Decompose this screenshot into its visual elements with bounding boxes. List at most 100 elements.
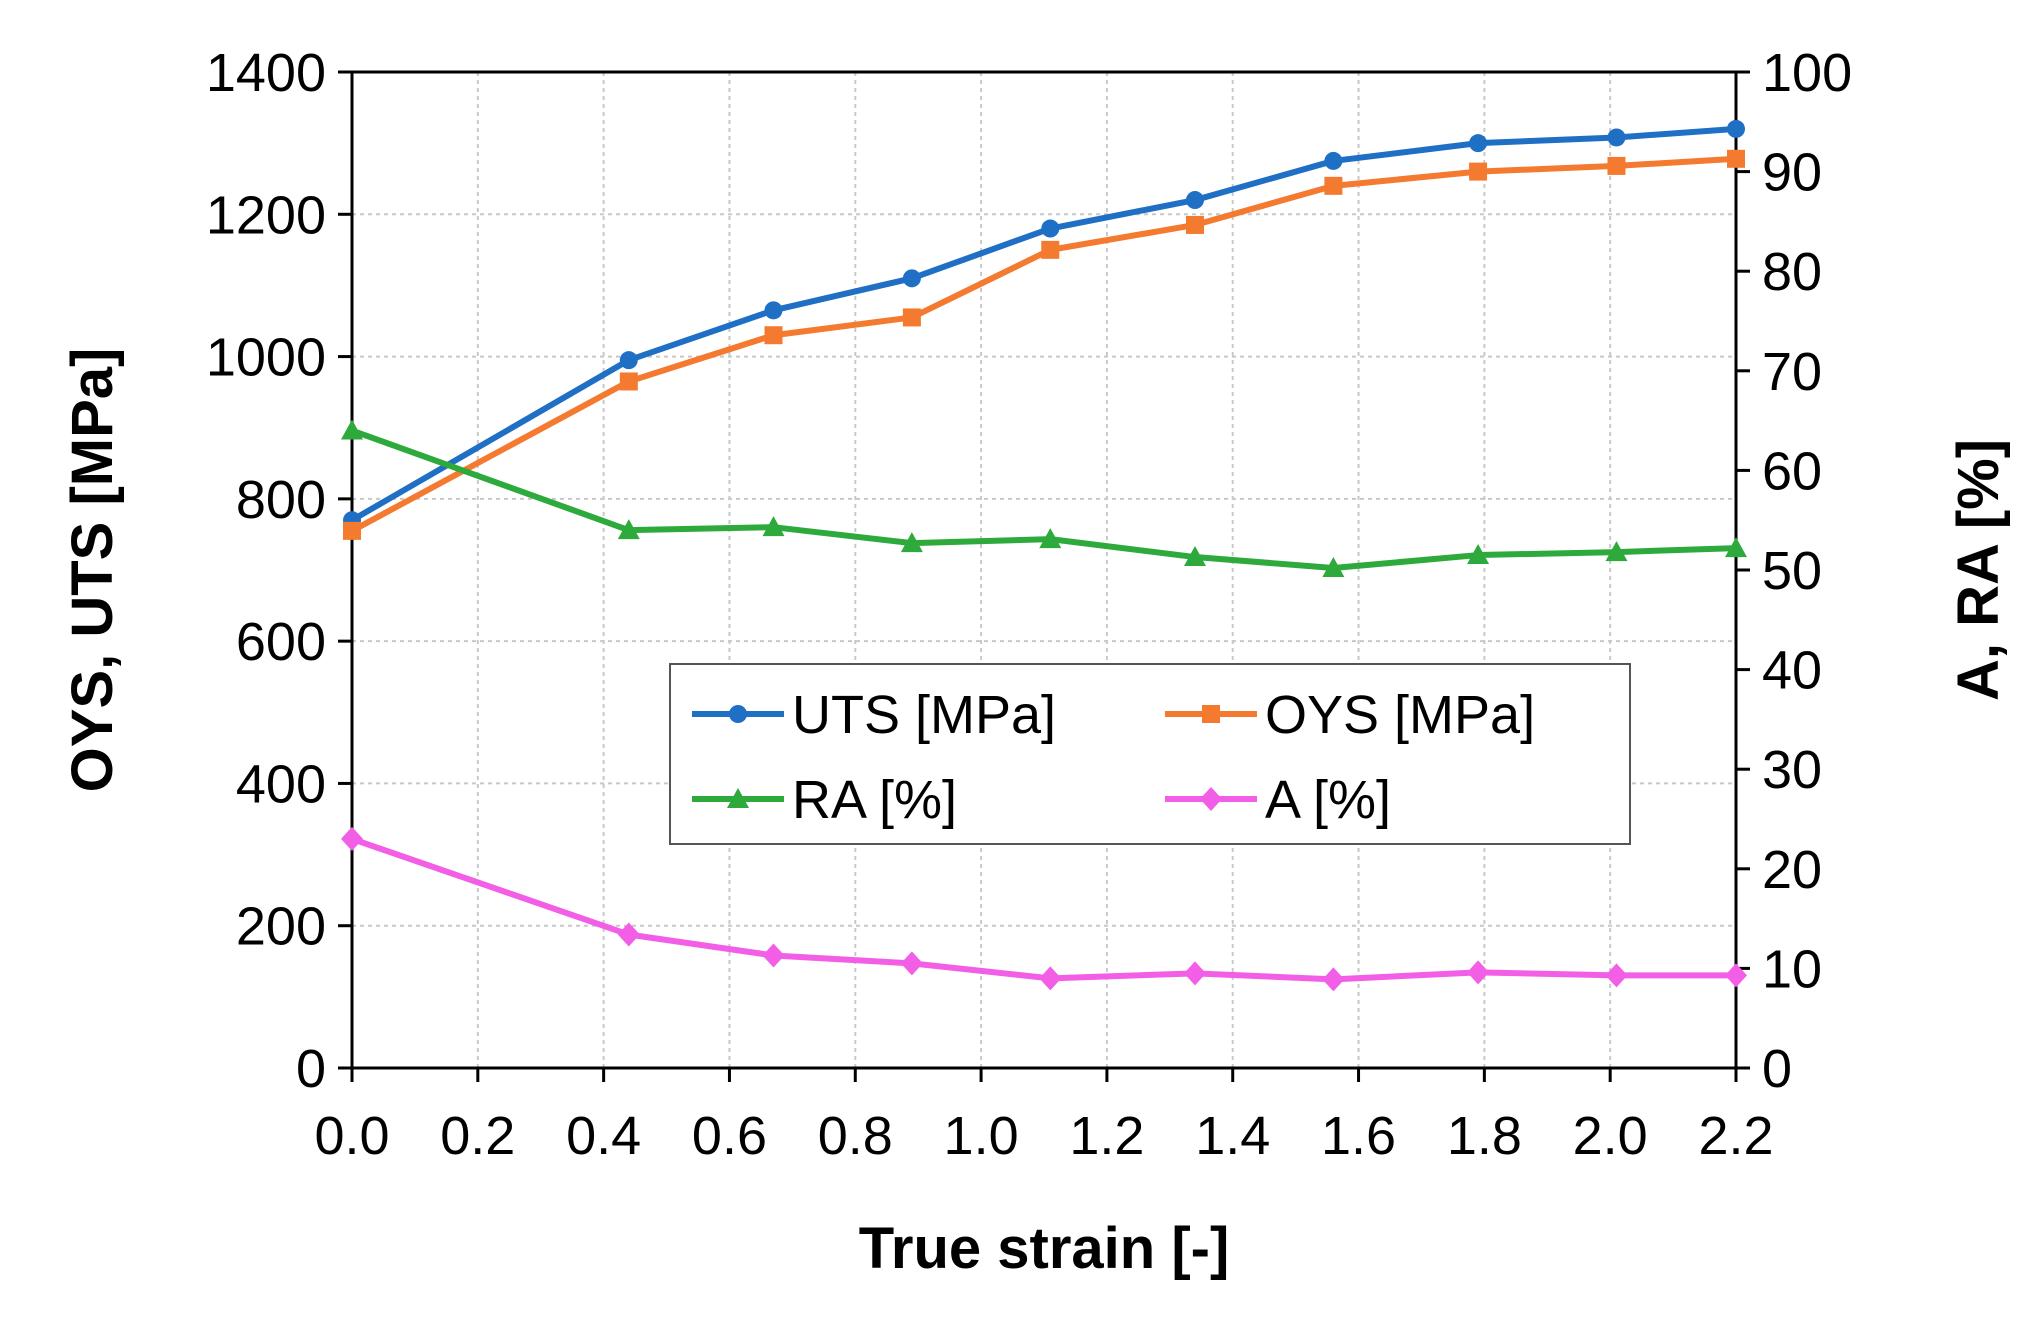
y-left-tick-label: 1000: [206, 328, 326, 388]
data-point: [341, 826, 363, 851]
y-right-tick-label: 80: [1762, 242, 1822, 302]
series-uts: [343, 119, 1745, 530]
data-point: [1727, 149, 1745, 168]
data-point: [1185, 191, 1204, 210]
data-point: [1467, 960, 1490, 985]
data-point: [902, 308, 921, 327]
y-right-tick-label: 100: [1762, 43, 1852, 103]
grid: [352, 72, 1736, 1068]
legend-box: [669, 663, 1631, 845]
x-tick-label: 0.8: [818, 1106, 893, 1166]
data-point: [902, 269, 921, 288]
series-a: [341, 826, 1747, 992]
series-line: [350, 155, 1737, 534]
legend-swatch-marker: [729, 705, 747, 723]
data-point: [1607, 128, 1626, 147]
y-right-tick-label: 20: [1762, 840, 1822, 900]
data-point: [617, 922, 640, 947]
x-tick-label: 1.0: [944, 1106, 1019, 1166]
x-tick-label: 1.2: [1069, 1106, 1144, 1166]
legend-swatch-marker: [1200, 787, 1222, 811]
data-point: [1725, 963, 1747, 988]
y-left-tick-label: 1200: [206, 185, 326, 245]
series-oys: [343, 149, 1745, 540]
y-right-tick-label: 70: [1762, 342, 1822, 402]
series: [341, 119, 1747, 992]
y-right-axis-title: A, RA [%]: [1946, 439, 2011, 701]
y-left-tick-label: 0: [296, 1039, 326, 1099]
data-point: [1183, 961, 1206, 986]
data-point: [1039, 528, 1062, 549]
plot-border: [350, 70, 1738, 1070]
legend-swatch-marker: [727, 788, 749, 808]
y-right-tick-label: 30: [1762, 740, 1822, 800]
data-point: [900, 532, 923, 553]
data-point: [764, 326, 783, 345]
legend-label: UTS [MPa]: [792, 685, 1056, 745]
legend-label: OYS [MPa]: [1265, 685, 1535, 745]
data-point: [1467, 544, 1490, 565]
legend: UTS [MPa] OYS [MPa] RA [%] A [%]: [669, 663, 1631, 845]
y-right-tick-label: 10: [1762, 939, 1822, 999]
data-point: [1469, 134, 1488, 153]
x-tick-label: 2.2: [1698, 1106, 1773, 1166]
plot-frame: [350, 70, 1738, 1070]
series-ra: [341, 419, 1747, 578]
data-point: [1041, 219, 1060, 238]
ticks: 0.0 0.2 0.4 0.6 0.8 1.0 1.2 1.4 1.6 1.8 2.0 2.20200…: [206, 43, 1852, 1166]
x-tick-label: 1.6: [1321, 1106, 1396, 1166]
y-right-tick-label: 50: [1762, 541, 1822, 601]
x-tick-label: 1.8: [1447, 1106, 1522, 1166]
y-left-tick-label: 600: [236, 612, 326, 672]
y-left-tick-label: 400: [236, 754, 326, 814]
series-line: [350, 427, 1737, 572]
y-left-tick-label: 200: [236, 897, 326, 957]
data-point: [1605, 963, 1628, 988]
legend-swatch-marker: [1202, 705, 1220, 723]
x-tick-label: 0.0: [314, 1106, 389, 1166]
y-right-tick-label: 90: [1762, 143, 1822, 203]
data-point: [1607, 156, 1626, 175]
x-axis-title: True strain [-]: [859, 1216, 1230, 1281]
data-point: [619, 351, 638, 370]
data-point: [1185, 215, 1204, 234]
data-point: [762, 516, 785, 537]
data-point: [900, 951, 923, 976]
series-line: [351, 836, 1736, 983]
data-point: [764, 301, 783, 320]
data-point: [1605, 541, 1628, 562]
legend-item: A [%]: [1165, 770, 1391, 830]
x-tick-label: 0.2: [440, 1106, 515, 1166]
data-point: [762, 943, 785, 968]
data-point: [1183, 546, 1206, 567]
legend-item: UTS [MPa]: [692, 685, 1056, 745]
data-point: [1469, 162, 1488, 181]
y-left-tick-label: 1400: [206, 43, 326, 103]
data-point: [619, 372, 638, 391]
x-tick-label: 2.0: [1573, 1106, 1648, 1166]
legend-item: RA [%]: [692, 770, 957, 830]
y-right-tick-label: 0: [1762, 1039, 1792, 1099]
x-tick-label: 1.4: [1195, 1106, 1270, 1166]
y-left-tick-label: 800: [236, 470, 326, 530]
x-tick-label: 0.6: [692, 1106, 767, 1166]
legend-item: OYS [MPa]: [1165, 685, 1535, 745]
y-right-tick-label: 60: [1762, 441, 1822, 501]
data-point: [1322, 967, 1345, 992]
x-tick-label: 0.4: [566, 1106, 641, 1166]
series-line: [350, 125, 1737, 523]
data-point: [1727, 119, 1745, 138]
data-point: [1039, 966, 1062, 991]
data-point: [1324, 176, 1343, 195]
data-point: [343, 521, 361, 540]
data-point: [617, 519, 640, 540]
data-point: [341, 419, 363, 440]
data-point: [1322, 557, 1345, 578]
legend-label: RA [%]: [792, 770, 957, 830]
y-left-axis-title: OYS, UTS [MPa]: [60, 348, 125, 793]
legend-label: A [%]: [1265, 770, 1391, 830]
data-point: [1725, 537, 1747, 558]
data-point: [1041, 240, 1060, 259]
